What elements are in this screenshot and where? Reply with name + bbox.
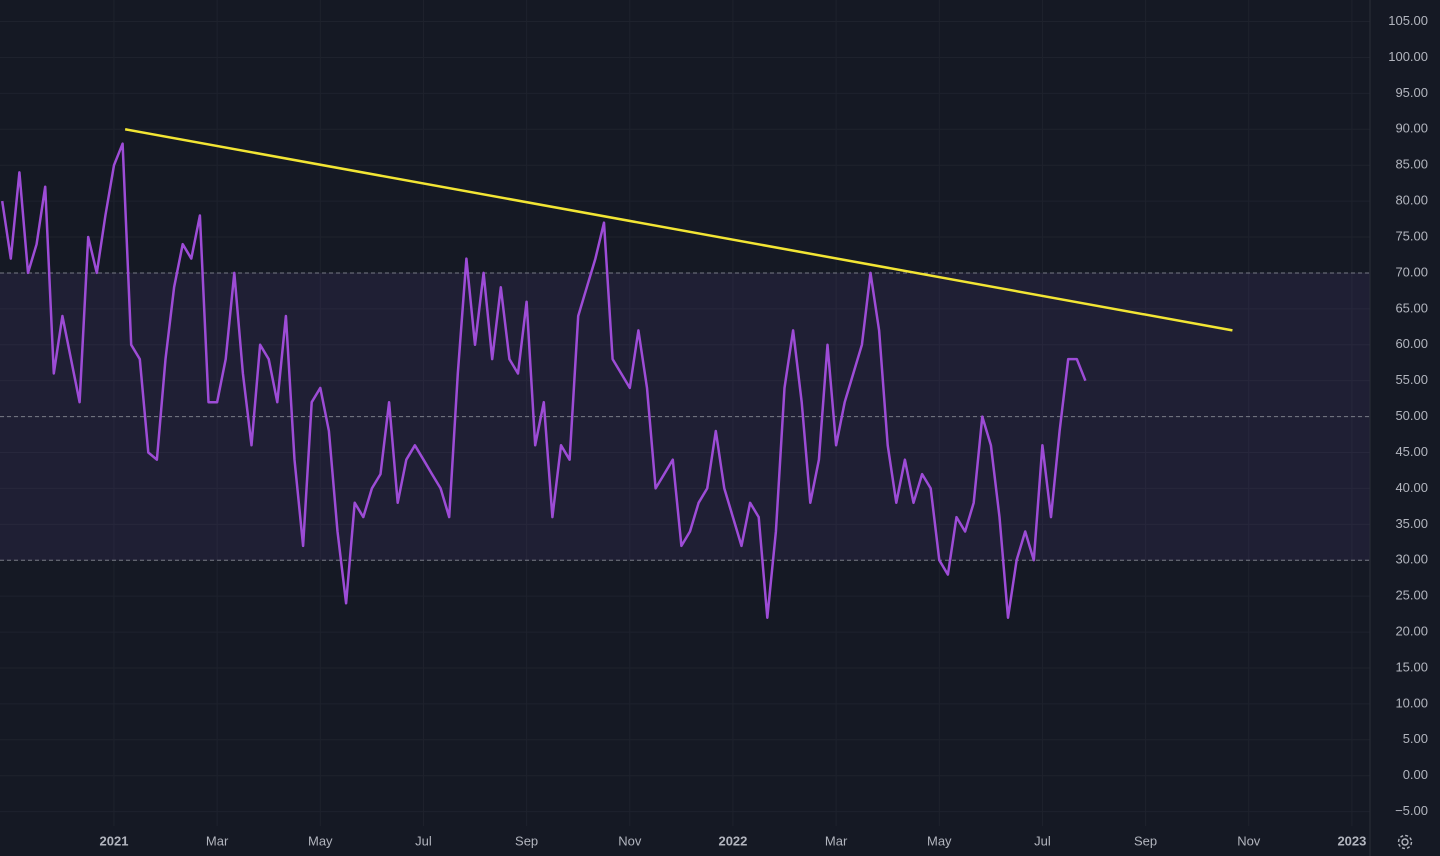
y-tick-label: 15.00 [1395,659,1428,674]
x-tick-label: 2021 [100,833,129,848]
y-tick-label: 45.00 [1395,444,1428,459]
y-tick-label: 5.00 [1403,731,1428,746]
y-tick-label: 20.00 [1395,624,1428,639]
x-tick-label: Mar [825,833,848,848]
x-tick-label: 2022 [718,833,747,848]
y-tick-label: 10.00 [1395,695,1428,710]
rsi-line [0,142,1087,619]
x-tick-label: Nov [1237,833,1261,848]
y-tick-label: 25.00 [1395,588,1428,603]
y-tick-label: 30.00 [1395,552,1428,567]
axis-labels: 105.00 100.00 95.00 90.00 85.00 80.00 75.00 70.… [100,13,1428,848]
trend-line [124,128,1233,332]
x-tick-label: Nov [618,833,642,848]
y-tick-label: 85.00 [1395,157,1428,172]
y-tick-label: 80.00 [1395,193,1428,208]
y-tick-label: 70.00 [1395,264,1428,279]
x-tick-label: Jul [415,833,432,848]
settings-icon[interactable] [1397,834,1413,850]
x-tick-label: Sep [515,833,538,848]
y-tick-label: 90.00 [1395,121,1428,136]
plot [0,128,1370,619]
y-tick-label: 40.00 [1395,480,1428,495]
y-tick-label: −5.00 [1395,803,1428,818]
y-tick-label: 0.00 [1403,767,1428,782]
y-tick-label: 105.00 [1388,13,1428,28]
y-tick-label: 35.00 [1395,516,1428,531]
x-tick-label: May [308,833,333,848]
grid [0,0,1370,826]
x-tick-label: 2023 [1337,833,1366,848]
x-tick-label: Sep [1134,833,1157,848]
y-tick-label: 55.00 [1395,372,1428,387]
x-tick-label: Mar [206,833,229,848]
y-tick-label: 60.00 [1395,336,1428,351]
x-tick-label: Jul [1034,833,1051,848]
y-tick-label: 95.00 [1395,85,1428,100]
y-tick-label: 65.00 [1395,300,1428,315]
y-tick-label: 75.00 [1395,228,1428,243]
y-tick-label: 50.00 [1395,408,1428,423]
y-tick-label: 100.00 [1388,49,1428,64]
x-tick-label: May [927,833,952,848]
